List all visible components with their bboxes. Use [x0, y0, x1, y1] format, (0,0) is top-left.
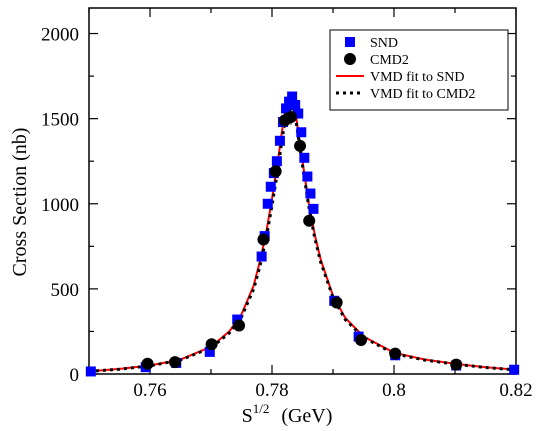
- plot-frame: [88, 7, 517, 375]
- cmd2-point: [257, 233, 270, 246]
- cmd2-point: [169, 356, 182, 369]
- axes: 0.76 0.78 0.8 0.82 0 500 1000 1500 2000: [41, 7, 533, 401]
- snd-point: [85, 366, 96, 377]
- cmd2-point: [284, 110, 297, 123]
- legend-marker-cmd2: [344, 53, 356, 65]
- legend-label: VMD fit to SND: [370, 70, 465, 85]
- legend-label: VMD fit to CMD2: [370, 87, 475, 102]
- legend-label: SND: [370, 36, 398, 51]
- x-axis-label-sup: 1/2: [253, 401, 270, 416]
- x-tick-label: 0.8: [382, 380, 406, 401]
- snd-point: [271, 156, 282, 167]
- y-tick-label: 500: [51, 280, 80, 301]
- legend: SND CMD2 VMD fit to SND VMD fit to CMD2: [329, 29, 509, 111]
- cmd2-point: [141, 357, 154, 370]
- snd-point: [232, 314, 243, 325]
- snd-point: [302, 171, 313, 182]
- legend-marker-snd: [345, 37, 355, 47]
- snd-point: [287, 91, 298, 102]
- x-axis-label-base: S: [242, 405, 253, 427]
- x-tick-label: 0.78: [255, 380, 288, 401]
- snd-point: [256, 251, 267, 262]
- x-tick-label: 0.76: [133, 380, 166, 401]
- cmd2-point: [269, 165, 282, 178]
- snd-point: [305, 188, 316, 199]
- legend-box: [329, 29, 509, 111]
- cmd2-point: [205, 338, 218, 351]
- cmd2-point: [303, 214, 316, 227]
- y-axis-label: Cross Section (nb): [9, 128, 31, 277]
- y-tick-label: 0: [70, 365, 80, 386]
- snd-point: [265, 181, 276, 192]
- cmd2-point: [450, 358, 463, 371]
- x-tick-label: 0.82: [499, 380, 532, 401]
- x-axis-label-unit: (GeV): [281, 405, 332, 427]
- y-tick-label: 1000: [41, 195, 79, 216]
- cmd2-point: [233, 319, 246, 332]
- snd-point: [308, 203, 319, 214]
- x-axis-label: S1/2 (GeV): [242, 401, 333, 427]
- snd-point: [296, 127, 307, 138]
- snd-point: [204, 346, 215, 357]
- cmd2-fit-line: [88, 100, 517, 373]
- cmd2-point: [389, 347, 402, 360]
- snd-point: [281, 103, 292, 114]
- snd-point: [299, 152, 310, 163]
- snd-point: [509, 364, 520, 375]
- cmd2-point: [355, 333, 368, 346]
- snd-point: [293, 108, 304, 119]
- snd-point: [290, 100, 301, 111]
- cmd2-point: [330, 296, 343, 309]
- snd-point: [274, 135, 285, 146]
- y-tick-label: 1500: [41, 110, 79, 131]
- data-points: [85, 91, 520, 377]
- legend-label: CMD2: [370, 53, 409, 68]
- snd-point: [284, 96, 295, 107]
- snd-point: [262, 198, 273, 209]
- y-tick-label: 2000: [41, 25, 79, 46]
- cmd2-point: [294, 139, 307, 152]
